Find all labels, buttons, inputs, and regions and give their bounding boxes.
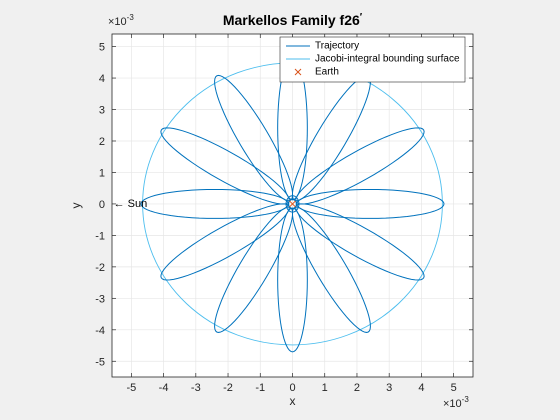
y-tick-label: -3 (95, 293, 105, 305)
y-tick-label: 1 (99, 167, 105, 179)
trajectory-petal (214, 74, 294, 202)
trajectory-petal (160, 203, 290, 281)
x-axis-multiplier: ×10-3 (443, 395, 469, 410)
x-tick-label: -4 (159, 382, 169, 394)
x-tick-label: 3 (386, 382, 392, 394)
title-prime: ′ (360, 12, 363, 23)
trajectory-petal (140, 188, 289, 219)
y-axis-multiplier: ×10-3 (108, 13, 134, 28)
trajectory-petal (295, 127, 425, 205)
y-tick-label: 3 (99, 105, 105, 117)
y-tick-label: -4 (95, 325, 105, 337)
y-tick-label: 5 (99, 42, 105, 54)
legend-label-earth: Earth (315, 67, 339, 78)
ticks (112, 34, 473, 377)
trajectory-petal (277, 207, 308, 353)
legend-label-trajectory: Trajectory (315, 41, 359, 52)
trajectory-petal (295, 203, 425, 281)
y-tick-label: 4 (99, 73, 105, 85)
trajectory-petal (214, 206, 294, 333)
x-tick-label: 2 (354, 382, 360, 394)
y-tick-label: 0 (99, 199, 105, 211)
x-tick-label: 0 (289, 382, 295, 394)
legend-earth-stroke (294, 68, 302, 76)
y-tick-label: 2 (99, 136, 105, 148)
x-tick-labels: -5 -4 -3 -2 -1 0 1 2 3 4 5 (126, 382, 456, 394)
trajectory-petal (296, 188, 445, 219)
x-tick-label: -1 (255, 382, 265, 394)
trajectory-inner-loop (288, 198, 297, 210)
earth-marker (289, 200, 296, 208)
y-tick-label: -2 (95, 262, 105, 274)
x-axis-label: x (290, 394, 296, 408)
legend-label-bounding-surface: Jacobi-integral bounding surface (315, 54, 460, 65)
x-tick-label: -2 (223, 382, 233, 394)
x-tick-label: -3 (191, 382, 201, 394)
x-tick-label: 5 (451, 382, 457, 394)
x-tick-label: -5 (126, 382, 136, 394)
earth-x-stroke (289, 200, 296, 208)
trajectory (140, 55, 445, 353)
legend-swatch-earth (294, 68, 302, 76)
y-tick-labels: 5 4 3 2 1 0 -1 -2 -3 -4 -5 (95, 42, 105, 369)
chart-title: Markellos Family f26′ (223, 12, 363, 28)
legend-box (279, 36, 466, 83)
y-axis-label: y (69, 203, 83, 209)
x-tick-label: 4 (418, 382, 424, 394)
trajectory-petal (160, 127, 290, 205)
trajectory-inner-loop (285, 195, 300, 213)
trajectory-petal (291, 206, 371, 333)
x-tick-label: 1 (322, 382, 328, 394)
y-tick-label: -5 (95, 356, 105, 368)
legend: Trajectory Jacobi-integral bounding surf… (279, 36, 466, 83)
sun-annotation: ← Sun (114, 198, 148, 210)
y-tick-label: -1 (95, 230, 105, 242)
